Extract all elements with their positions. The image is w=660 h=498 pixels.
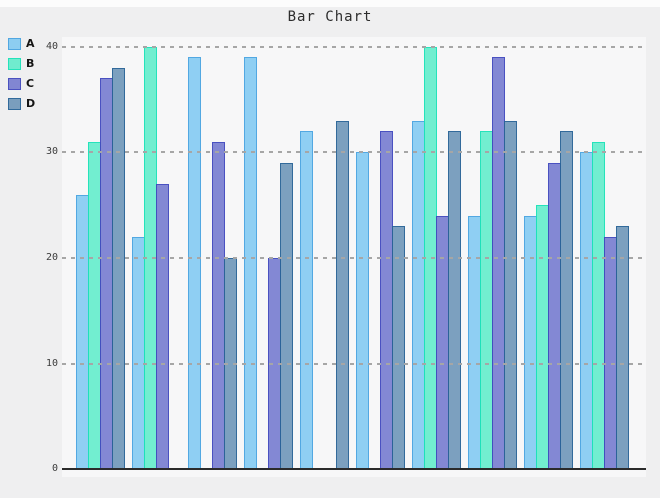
gridline-10 (62, 362, 646, 365)
bar-C-8 (492, 57, 506, 470)
bar-C-7 (436, 215, 450, 470)
bar-A-5 (299, 131, 313, 470)
gridline-30 (62, 151, 646, 154)
bar-D-8 (504, 120, 518, 470)
bar-D-6 (392, 226, 406, 470)
bar-A-4 (243, 57, 257, 470)
bar-D-1 (112, 67, 126, 470)
bar-A-7 (411, 120, 425, 470)
legend-item-B: B (8, 58, 35, 70)
legend-label-D: D (26, 97, 36, 110)
legend-item-D: D (8, 98, 35, 110)
bar-A-8 (467, 215, 481, 470)
bar-B-9 (535, 205, 550, 470)
bar-A-9 (523, 215, 537, 470)
bar-C-6 (380, 131, 394, 470)
y-tick-label-40: 40 (45, 40, 58, 52)
chart-title: Bar Chart (287, 9, 373, 25)
legend-label-B: B (26, 57, 35, 70)
legend-item-C: C (8, 78, 35, 90)
bar-C-9 (548, 162, 562, 470)
x-axis-line (62, 468, 646, 470)
bar-B-10 (591, 141, 606, 470)
bar-C-3 (212, 141, 226, 470)
y-tick-label-30: 30 (45, 146, 58, 158)
bar-D-10 (616, 226, 630, 470)
bar-C-10 (604, 236, 618, 470)
bar-B-8 (479, 131, 494, 470)
bar-D-5 (336, 120, 350, 470)
bar-C-1 (100, 78, 114, 470)
legend-swatch-icon-A (8, 38, 21, 50)
bar-A-2 (131, 236, 145, 470)
legend-swatch-icon-D (8, 98, 21, 110)
gridline-40 (62, 45, 646, 48)
y-tick-label-20: 20 (45, 252, 58, 263)
bar-A-6 (355, 152, 369, 470)
bar-D-4 (280, 162, 294, 470)
legend-swatch-icon-C (8, 78, 21, 90)
bar-D-9 (560, 131, 574, 470)
legend-label-A: A (26, 37, 35, 50)
legend-label-C: C (26, 77, 35, 90)
bar-A-3 (187, 57, 201, 470)
bar-C-2 (156, 184, 170, 470)
bar-A-1 (75, 194, 89, 470)
bar-B-1 (87, 141, 102, 470)
plot-area (62, 37, 646, 477)
gridline-20 (62, 257, 646, 259)
bar-D-7 (448, 131, 462, 470)
legend-item-A: A (8, 38, 35, 50)
y-tick-label-10: 10 (45, 357, 58, 369)
legend-swatch-icon-B (8, 58, 21, 70)
bar-A-10 (579, 152, 593, 470)
figure-top-strip (0, 0, 660, 7)
y-tick-label-0: 0 (51, 463, 58, 475)
